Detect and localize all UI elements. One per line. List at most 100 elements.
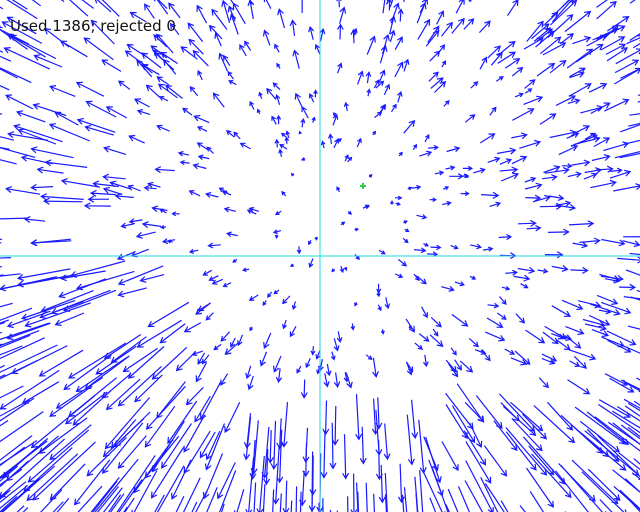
flow-arrow [457,486,471,512]
flow-arrow [428,459,444,497]
flow-arrow [454,281,466,287]
flow-arrow [559,33,575,45]
flow-arrow [154,0,169,15]
flow-arrow [537,268,549,274]
flow-arrow [206,487,218,512]
flow-arrow [0,397,35,422]
flow-arrow [27,429,90,483]
flow-arrow [379,104,385,114]
flow-arrow [64,391,108,425]
flow-arrow [325,363,332,377]
flow-arrow [389,200,394,205]
flow-arrow [430,316,442,328]
flow-arrow [592,27,619,41]
flow-arrow [522,436,566,485]
flow-arrow [101,59,122,72]
flow-arrow [196,4,208,24]
flow-arrow [300,157,306,161]
flow-arrow [498,233,513,241]
flow-arrow [0,345,23,356]
flow-arrow [343,267,348,272]
flow-arrow [372,357,379,379]
flow-arrow [613,485,640,511]
flow-arrow [515,313,526,324]
flow-arrow [536,62,556,77]
flow-arrow [441,285,455,292]
flow-arrow [124,50,145,66]
flow-arrow [464,114,476,123]
flow-arrow [102,186,123,196]
flow-arrow [0,369,60,410]
flow-arrow [343,371,349,383]
flow-arrow [0,159,17,165]
flow-arrow [75,81,105,97]
flow-arrow [129,11,147,23]
flow-arrow [588,82,608,93]
flow-arrow [557,200,572,207]
flow-arrow [572,35,592,45]
flow-arrow [519,139,542,149]
flow-arrow [524,176,537,183]
flow-arrow [567,171,582,178]
flow-arrow [247,375,254,391]
flow-arrow [40,290,94,313]
flow-arrow [135,231,156,239]
flow-arrow [219,470,237,512]
flow-arrow [278,148,283,158]
flow-arrow [117,365,162,407]
flow-arrow [102,173,126,181]
flow-arrow [154,494,165,512]
flow-arrow [544,325,567,340]
flow-arrow [56,498,70,512]
flow-arrow [5,186,41,195]
flow-arrow [436,10,445,25]
flow-arrow [570,266,589,274]
flow-arrow [451,313,469,327]
flow-arrow [308,451,316,512]
flow-arrow [331,405,339,446]
flow-arrow [110,419,137,449]
flow-arrow [479,133,496,144]
flow-arrow [59,270,106,282]
flow-arrow [520,283,529,289]
flow-arrow [40,489,63,512]
flow-arrow [49,463,86,501]
flow-arrow [276,62,281,69]
flow-arrow [208,24,223,40]
flow-arrow [523,37,544,50]
flow-arrow [510,401,544,432]
flow-arrow [0,257,12,259]
flow-arrow [263,332,272,350]
flow-arrow [499,166,519,174]
flow-arrow [150,45,168,59]
flow-arrow [226,231,238,238]
flow-arrow [87,195,110,203]
flow-arrow [224,342,240,355]
flow-arrow [411,184,422,190]
flow-arrow [478,20,491,34]
flow-arrow [588,314,611,326]
flow-arrow [418,333,430,342]
flow-arrow [543,165,561,174]
flow-arrow [296,365,302,374]
flow-arrow [279,144,288,150]
flow-arrow [542,174,558,181]
flow-arrow [579,420,620,453]
flow-arrow [245,457,255,512]
flow-arrow [311,116,316,123]
flow-arrow [30,238,71,247]
flow-arrow [262,29,271,46]
flow-arrow [512,108,535,121]
flow-arrow [614,151,640,159]
flow-arrow [551,305,572,317]
flow-arrow [84,355,130,390]
flow-arrow [275,368,283,384]
flow-arrow [354,227,360,232]
flow-arrow [271,115,277,125]
flow-arrow [204,423,226,471]
flow-arrow [549,59,567,74]
flow-arrow [182,107,193,116]
flow-arrow [451,405,476,444]
flow-arrow [323,373,330,388]
